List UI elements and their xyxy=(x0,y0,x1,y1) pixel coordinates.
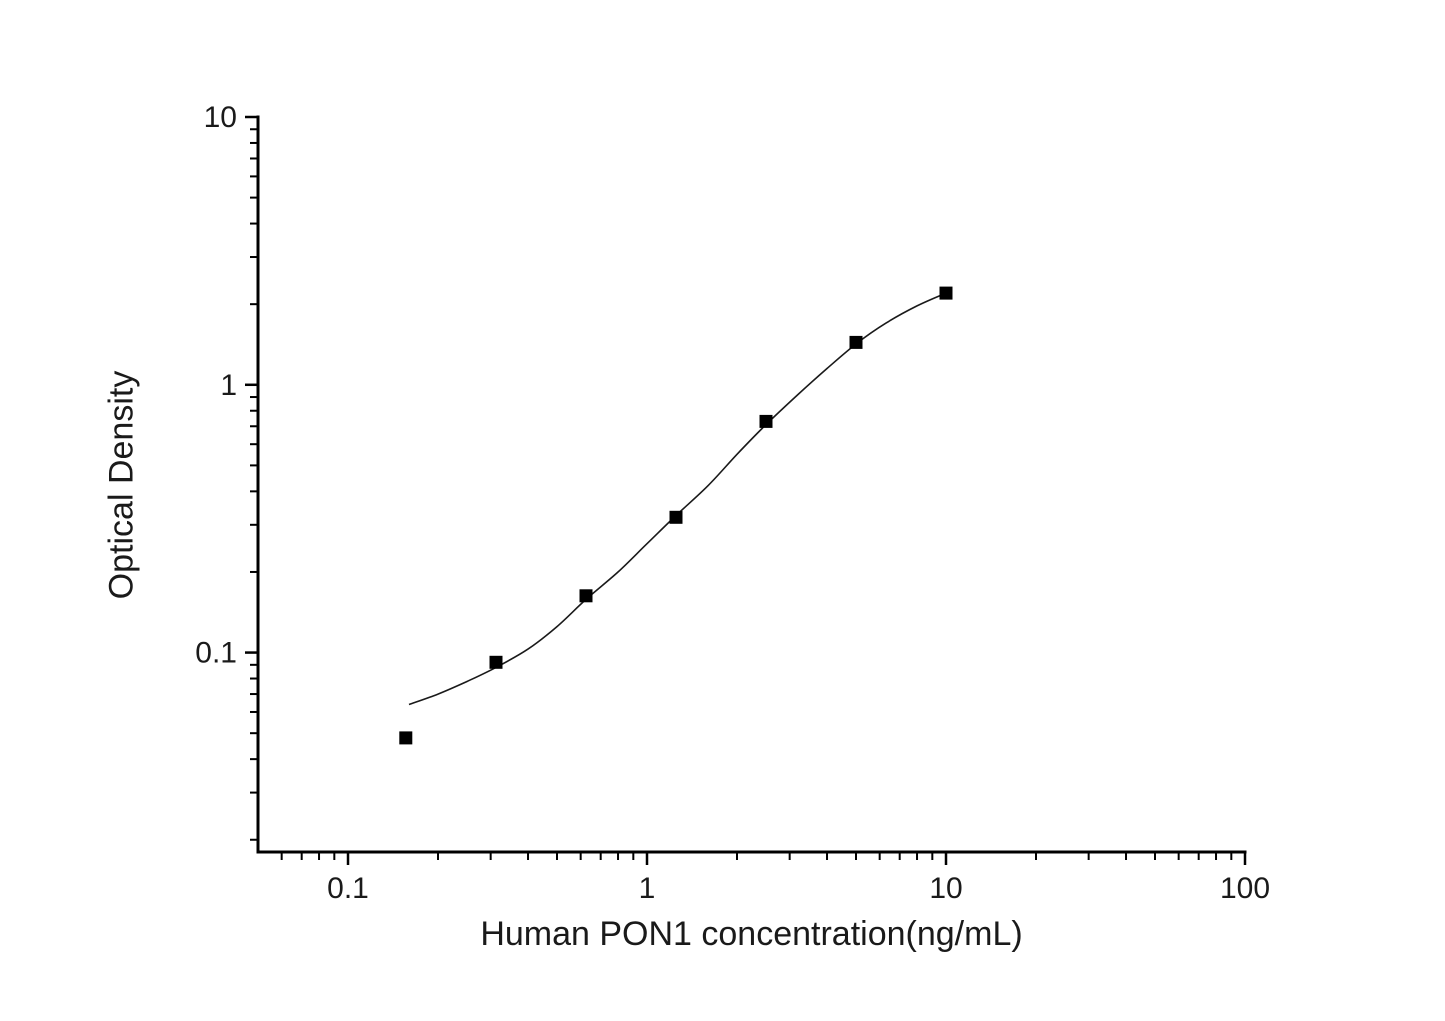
data-point-marker xyxy=(579,589,593,603)
y-tick-label: 1 xyxy=(220,369,237,402)
y-axis-title: Optical Density xyxy=(102,370,141,600)
data-point-marker xyxy=(939,286,953,300)
data-point-marker xyxy=(669,510,683,524)
y-tick-label: 10 xyxy=(204,101,237,134)
x-tick-label: 100 xyxy=(1220,872,1270,905)
fit-curve xyxy=(408,292,947,706)
data-point-marker xyxy=(489,655,503,669)
x-tick-label: 10 xyxy=(929,872,962,905)
y-tick-label: 0.1 xyxy=(195,637,237,670)
x-tick-label: 1 xyxy=(639,872,656,905)
axis-frame xyxy=(256,115,1247,854)
x-axis-title: Human PON1 concentration(ng/mL) xyxy=(480,915,1023,953)
data-point-marker xyxy=(759,414,773,428)
data-point-marker xyxy=(399,731,413,745)
data-point-marker xyxy=(849,335,863,349)
x-tick-label: 0.1 xyxy=(327,872,369,905)
